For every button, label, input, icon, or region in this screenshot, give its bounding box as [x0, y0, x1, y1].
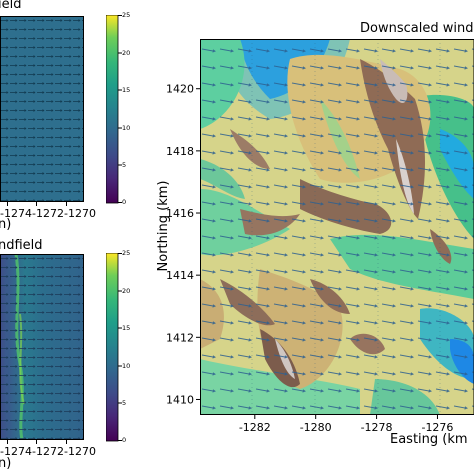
colorbar-ticks	[118, 253, 122, 441]
bottom-left-x-axis: -1274-1272-1270	[0, 440, 96, 470]
main-xlabel: Easting (km	[390, 432, 468, 447]
top-left-panel-title: ield	[0, 0, 22, 12]
main-frame	[200, 39, 474, 415]
colorbar-tick-label: 15	[122, 324, 131, 332]
y-tick-label: 1412	[166, 331, 194, 344]
x-tick-label: 1270	[67, 207, 96, 220]
y-tick-label: 1416	[166, 207, 194, 220]
main-panel-title: Downscaled wind	[360, 21, 474, 36]
top-left-x-axis: -1274-1272-1270	[0, 202, 96, 232]
x-tick-label: 1274	[3, 445, 32, 458]
y-tick-label: 1418	[166, 145, 194, 158]
top-left-xlabel: n)	[0, 217, 12, 232]
colorbar-tick-label: 10	[122, 362, 131, 370]
y-tick-label: 1420	[166, 83, 194, 96]
main-axes: -1282 -1280 -1278 -1276 1410 1412 1414 1416 1418…	[166, 83, 453, 434]
x-tick-label: -1282	[239, 421, 271, 434]
x-tick-label: -1280	[300, 421, 332, 434]
bottom-left-xlabel: n)	[0, 456, 12, 471]
x-tick-label: 1272	[35, 445, 64, 458]
colorbar-tick-label: 5	[122, 161, 127, 169]
colorbar-tick-label: 20	[122, 287, 131, 295]
x-tick-label: 1272	[35, 207, 64, 220]
wind-vector-layer	[0, 16, 84, 202]
colorbar-tick-label: 10	[122, 124, 131, 132]
x-tick-label: 1270	[67, 445, 96, 458]
colorbar-tick-label: 15	[122, 86, 131, 94]
colorbar-tick-label: 20	[122, 49, 131, 57]
y-tick-label: 1414	[166, 269, 194, 282]
top-left-colorbar	[106, 15, 122, 204]
main-terrain-map	[200, 39, 474, 415]
wind-vector-layer	[0, 254, 84, 440]
x-tick-label: -1276	[421, 421, 453, 434]
colorbar-tick-label: 5	[122, 399, 127, 407]
bottom-left-windfield-map	[0, 254, 84, 440]
bottom-left-colorbar	[106, 253, 122, 442]
colorbar-tick-label: 0	[122, 436, 127, 444]
top-left-frame	[0, 16, 84, 202]
top-left-windfield-map	[0, 16, 84, 202]
x-tick-label: -1278	[361, 421, 393, 434]
x-tick-label: -	[0, 207, 4, 220]
bottom-left-panel-title: ndfield	[0, 238, 43, 253]
y-tick-label: 1410	[166, 393, 194, 406]
colorbar-tick-label: 25	[122, 11, 131, 19]
colorbar-tick-label: 25	[122, 249, 131, 257]
bottom-left-frame	[0, 254, 84, 440]
x-tick-label: 1274	[3, 207, 32, 220]
wind-vector-layer	[200, 39, 474, 415]
colorbar-tick-label: 0	[122, 198, 127, 206]
colorbar-ticks	[118, 15, 122, 203]
